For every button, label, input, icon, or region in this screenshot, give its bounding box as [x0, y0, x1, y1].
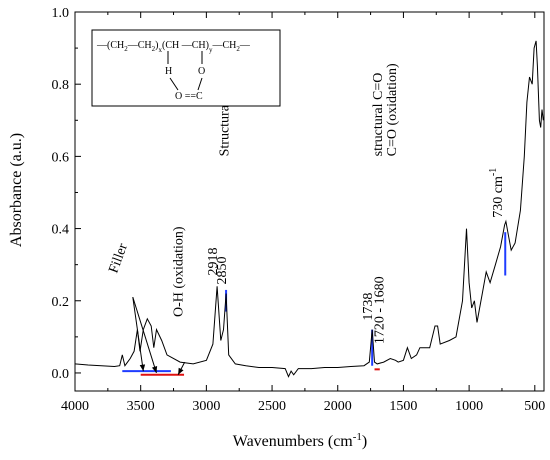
x-tick-label: 1500 — [389, 399, 417, 414]
spectrum-line — [74, 40, 544, 378]
x-axis: 4000 3500 3000 2500 2000 1500 1000 500 — [61, 12, 545, 414]
annotation-label: Filler — [106, 241, 131, 275]
peak-label: 2850 — [215, 257, 230, 285]
y-tick-label: 0.4 — [52, 223, 70, 238]
arrow-head — [178, 367, 184, 375]
x-axis-label: Wavenumbers (cm-1) — [233, 431, 368, 450]
annotation-label: C=O (oxidation) — [385, 63, 400, 156]
x-axis-label-sup: -1 — [353, 431, 362, 443]
structure-formula: —(CH2—CH2)x(CH —CH)y—CH2— H O O ==C — [91, 29, 281, 107]
arrow-head — [151, 365, 158, 373]
x-tick-label: 2500 — [258, 399, 286, 414]
formula-main-chain: —(CH2—CH2)x(CH —CH)y—CH2— — [96, 40, 251, 54]
annotation-label: O-H (oxidation) — [172, 226, 187, 317]
formula-bond-oc — [197, 77, 203, 91]
y-axis: 0.0 0.2 0.4 0.6 0.8 1.0 — [52, 6, 81, 382]
x-tick-label: 2000 — [324, 399, 352, 414]
x-tick-label: 1000 — [455, 399, 483, 414]
x-axis-label-tail: ) — [362, 433, 367, 450]
annotation-label: structural C=O — [371, 73, 386, 157]
y-tick-label: 0.2 — [52, 295, 70, 310]
x-tick-label: 4000 — [61, 399, 89, 414]
formula-bond-hc — [169, 77, 179, 91]
x-tick-label: 3000 — [192, 399, 220, 414]
formula-h: H — [165, 66, 172, 77]
formula-frame — [91, 29, 281, 107]
y-tick-label: 0.8 — [52, 78, 70, 93]
formula-carbonyl: O ==C — [175, 91, 203, 102]
y-tick-label: 0.0 — [52, 367, 70, 382]
peak-label: 1720 - 1680 — [373, 276, 388, 344]
y-tick-label: 1.0 — [52, 6, 70, 21]
annotation-label: 730 cm-1 — [488, 168, 506, 218]
x-tick-label: 500 — [524, 399, 545, 414]
arrow-line — [132, 297, 157, 374]
arrow-line — [132, 297, 144, 372]
plot-area: 0.0 0.2 0.4 0.6 0.8 1.0 4000 3500 3000 2500 2000 1… — [52, 6, 546, 414]
arrow-head — [139, 364, 146, 372]
plot-frame — [74, 11, 545, 392]
x-tick-label: 3500 — [127, 399, 155, 414]
peak-label: 1738 — [361, 293, 376, 321]
peak-label: 2918 — [206, 247, 221, 275]
y-axis-label: Absorbance (a.u.) — [8, 133, 25, 247]
y-tick-label: 0.6 — [52, 150, 70, 165]
x-axis-label-main: Wavenumbers (cm — [233, 433, 354, 450]
arrows — [132, 297, 186, 375]
formula-o: O — [198, 66, 205, 77]
